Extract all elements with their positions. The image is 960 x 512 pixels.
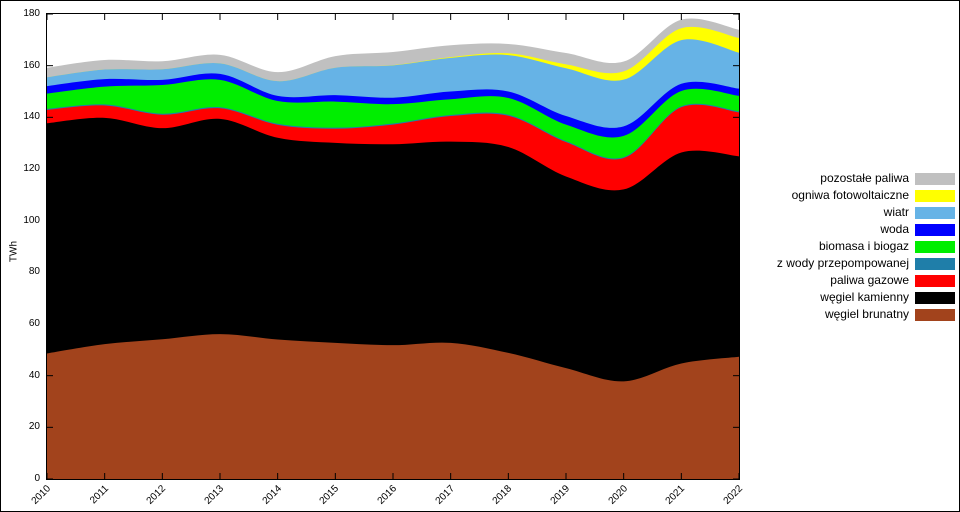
legend-item: z wody przepompowanej [777,257,955,270]
x-tick-label: 2021 [663,483,688,507]
legend-swatch-icon [915,274,955,287]
legend-label: węgiel kamienny [820,290,909,304]
legend-item: woda [880,223,955,236]
legend-label: biomasa i biogaz [818,239,909,253]
legend-label: paliwa gazowe [830,273,909,287]
legend-swatch-icon [915,257,955,270]
y-axis-title: TWh [8,240,20,263]
tick-marks [47,14,739,479]
legend-label: węgiel brunatny [824,307,909,321]
x-tick-label: 2017 [433,483,457,507]
area-series [47,334,739,479]
legend-item: wiatr [884,206,955,219]
y-tick-label: 120 [23,163,40,174]
legend-swatch-icon [915,223,955,236]
x-tick-label: 2020 [606,483,630,507]
legend-item: pozostałe paliwa [820,172,955,185]
y-tick-label: 40 [28,369,40,381]
y-tick-label: 60 [28,318,40,329]
legend-label: ogniwa fotowoltaiczne [791,188,909,202]
legend-label: woda [880,222,909,236]
y-tick-label: 160 [23,59,40,71]
y-tick-label: 140 [23,111,40,123]
plot-area [46,13,740,480]
legend-item: biomasa i biogaz [819,240,955,253]
x-tick-label: 2011 [87,483,111,507]
y-tick-label: 80 [28,266,40,278]
legend: pozostałe paliwa ogniwa fotowoltaiczne wia… [777,172,955,321]
stacked-area-chart [47,14,739,479]
x-tick-label: 2018 [490,483,515,507]
y-tick-label: 20 [28,421,40,433]
x-tick-label: 2016 [375,483,400,507]
legend-label: z wody przepompowanej [776,256,909,270]
legend-label: pozostałe paliwa [820,171,909,185]
legend-swatch-icon [915,172,955,185]
x-tick-label: 2015 [317,483,342,507]
legend-item: węgiel brunatny [825,308,955,321]
x-tick-label: 2010 [29,483,54,507]
x-tick-label: 2012 [144,483,169,507]
legend-swatch-icon [915,206,955,219]
legend-swatch-icon [915,308,955,321]
legend-label: wiatr [883,205,909,219]
legend-swatch-icon [915,291,955,304]
legend-swatch-icon [915,240,955,253]
x-tick-label: 2014 [260,483,284,507]
x-tick-label: 2013 [202,483,227,507]
legend-item: paliwa gazowe [830,274,955,287]
x-tick-label: 2022 [721,483,746,507]
legend-item: ogniwa fotowoltaiczne [792,189,955,202]
y-tick-label: 180 [23,8,40,19]
y-tick-label: 100 [23,214,40,226]
legend-swatch-icon [915,189,955,202]
y-tick-label: 0 [34,473,40,484]
x-tick-label: 2019 [548,483,573,507]
legend-item: węgiel kamienny [820,291,955,304]
